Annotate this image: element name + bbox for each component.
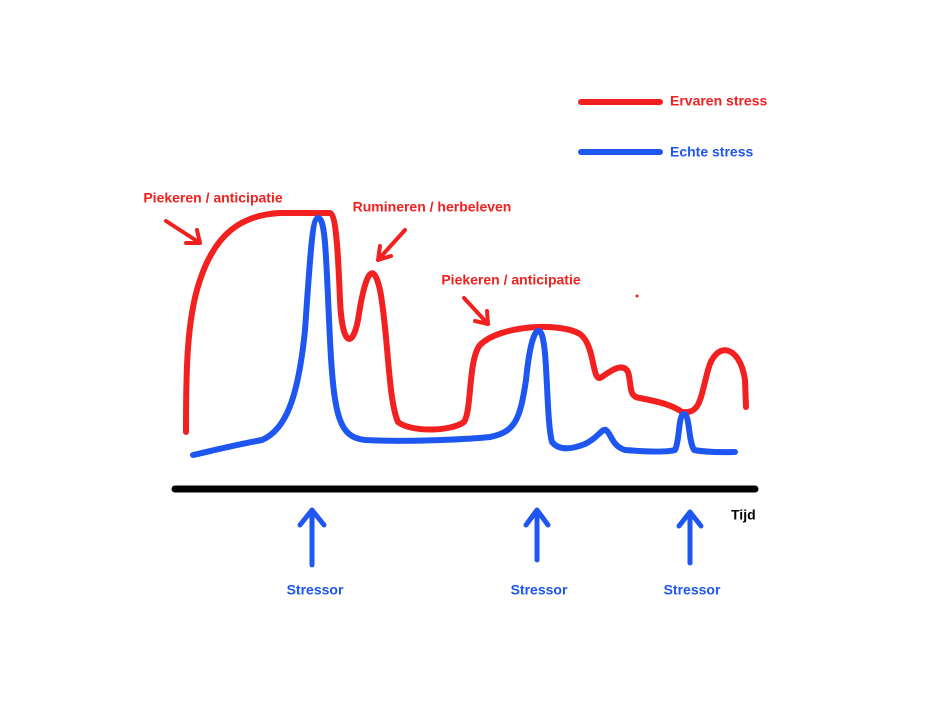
- annotation-arrow: [462, 296, 490, 326]
- stressor-arrow: [523, 507, 551, 563]
- experienced-stress-curve: [183, 210, 749, 435]
- stressor-label: Stressor: [511, 582, 568, 598]
- dot: [635, 294, 639, 298]
- annotation: Piekeren / anticipatie: [441, 272, 580, 288]
- annotation-arrow: [164, 219, 202, 245]
- legend-label: Ervaren stress: [670, 93, 768, 109]
- stressor-label: Stressor: [287, 582, 344, 598]
- stressor-arrow: [297, 507, 327, 568]
- stressor-label: Stressor: [664, 582, 721, 598]
- axis-label: Tijd: [731, 507, 756, 523]
- annotation: Rumineren / herbeleven: [353, 199, 512, 215]
- legend-label: Echte stress: [670, 144, 753, 160]
- stressor-arrow: [676, 509, 704, 566]
- annotation-arrow: [376, 228, 407, 262]
- real-stress-curve: [190, 215, 738, 458]
- annotation: Piekeren / anticipatie: [143, 190, 282, 206]
